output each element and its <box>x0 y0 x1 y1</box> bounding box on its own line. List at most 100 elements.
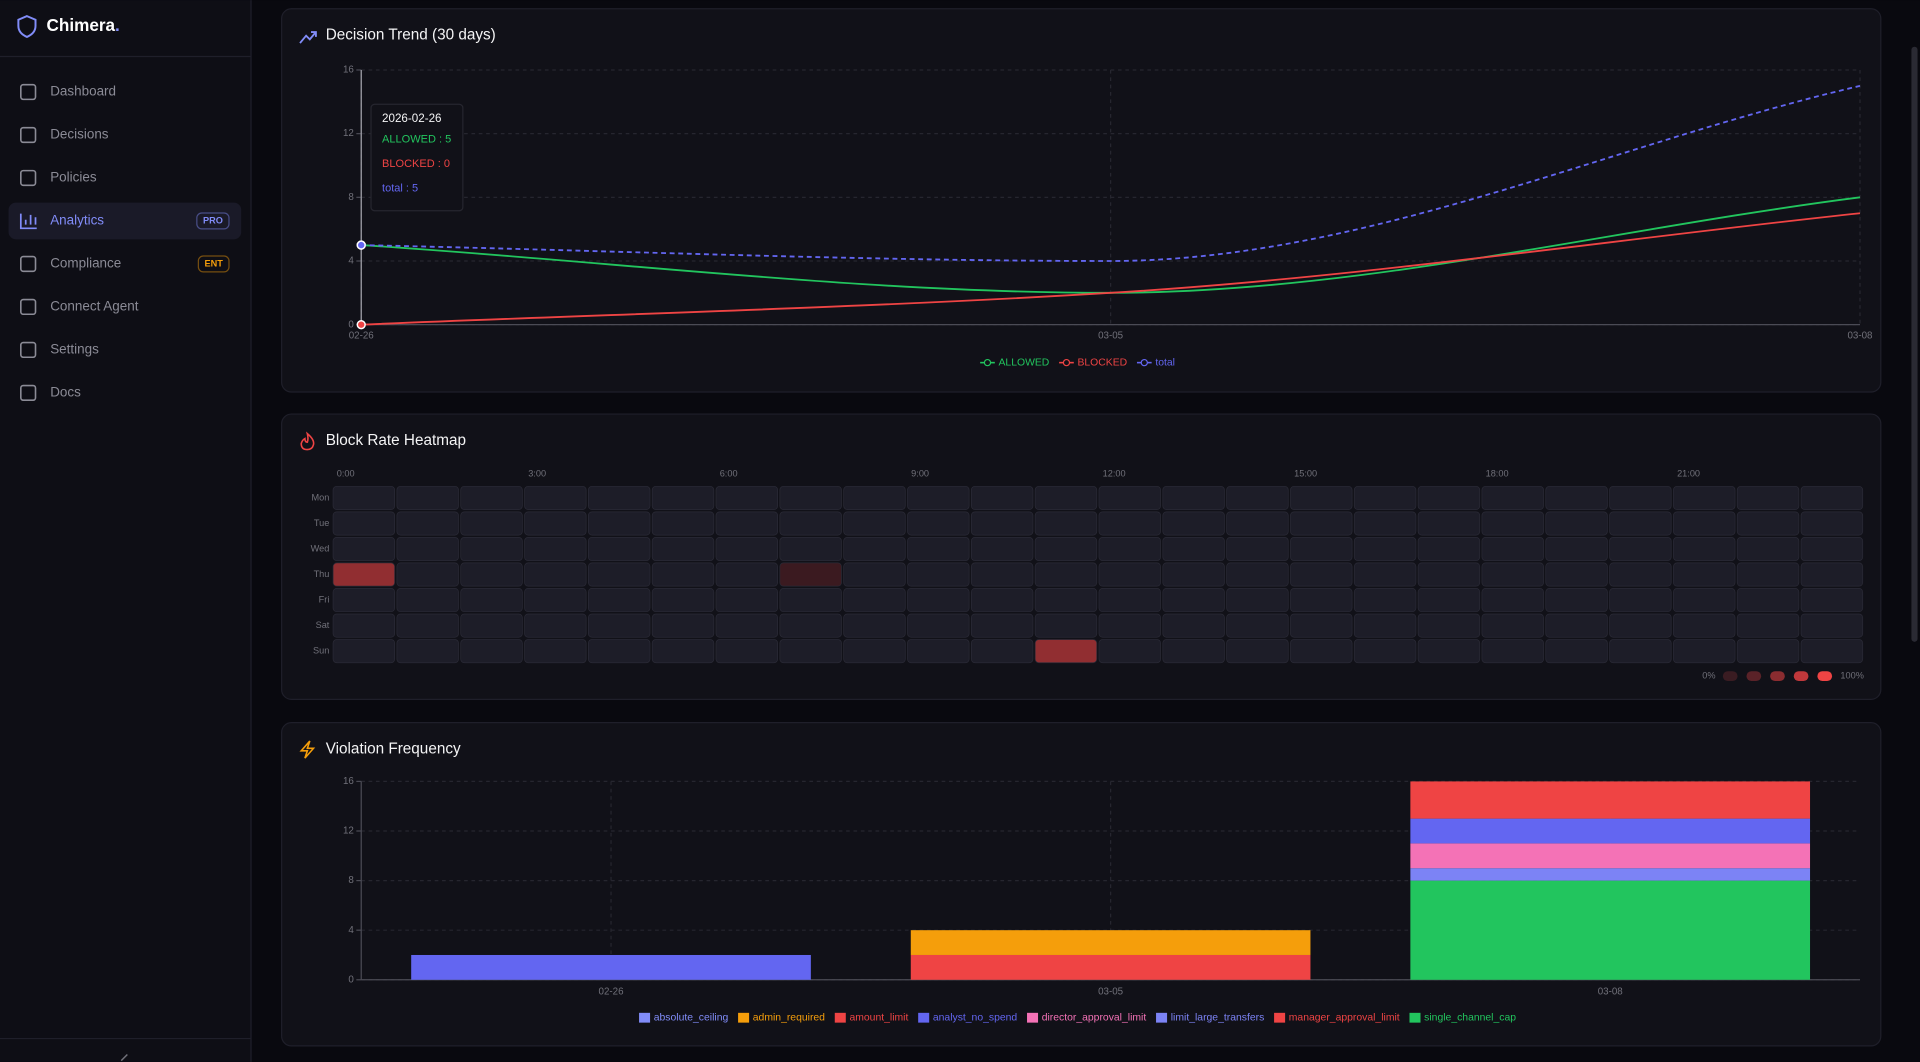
heat-cell <box>779 613 842 638</box>
y-tick-label: 16 <box>343 65 354 76</box>
nav-item[interactable]: Decisions <box>20 127 109 144</box>
heat-cell <box>460 511 523 536</box>
heat-cell <box>1353 639 1417 664</box>
heat-cell <box>1481 537 1544 562</box>
x-tick-label: 03-08 <box>1598 987 1624 998</box>
heat-cell <box>1162 485 1225 510</box>
legend-label: total <box>1155 357 1175 368</box>
bar-segment <box>910 930 1311 955</box>
heat-cell <box>1417 613 1481 638</box>
legend-marker <box>983 358 992 367</box>
heat-cell <box>1673 588 1736 613</box>
bar-segment <box>1410 843 1811 869</box>
row-label: Fri <box>319 594 330 604</box>
nav-item[interactable]: Policies <box>20 170 97 187</box>
heat-cell <box>1736 511 1800 536</box>
heat-cell <box>1800 613 1864 638</box>
y-tick-label: 8 <box>348 192 354 203</box>
heat-cell <box>779 588 842 613</box>
scale-swatch <box>1817 671 1833 681</box>
row-label: Mon <box>312 492 330 502</box>
bolt-icon <box>299 740 316 759</box>
bar-segment <box>411 954 811 980</box>
heat-cell <box>1098 511 1161 536</box>
x-tick-label: 03-05 <box>1098 987 1124 998</box>
x-tick-label: 3:00 <box>528 468 546 478</box>
heat-cell <box>524 562 587 587</box>
heat-cell <box>588 613 651 638</box>
heat-cell <box>1673 511 1736 536</box>
scale-swatch <box>1722 671 1738 681</box>
heat-cell <box>1098 485 1161 510</box>
nav-icon <box>20 298 37 316</box>
nav-item[interactable]: Compliance ENT <box>20 255 230 273</box>
heat-cell <box>1609 485 1672 510</box>
nav-item[interactable]: Settings <box>20 341 99 359</box>
scale-swatch <box>1746 671 1762 681</box>
tooltip-item: ALLOWED : 5 <box>382 134 451 146</box>
heat-cell <box>779 485 842 510</box>
active-dot <box>356 240 366 250</box>
nav-item[interactable]: Analytics PRO <box>8 202 242 240</box>
heat-cell <box>1034 613 1098 638</box>
scrollbar[interactable] <box>1911 46 1918 642</box>
scale-label: 100% <box>1840 671 1863 681</box>
x-tick-label: 21:00 <box>1677 468 1700 478</box>
heat-cell <box>1481 485 1544 510</box>
heat-cell <box>396 511 459 536</box>
nav-item[interactable]: Docs <box>20 384 81 402</box>
heat-cell <box>1034 537 1098 562</box>
heat-cell <box>779 562 842 587</box>
brand-suffix: . <box>115 14 120 34</box>
heat-cell <box>1098 537 1161 562</box>
nav-item[interactable]: Dashboard <box>20 84 116 101</box>
heat-cell <box>1226 588 1289 613</box>
nav-icon <box>20 384 37 402</box>
heat-cell <box>460 639 523 664</box>
x-tick-label: 18:00 <box>1486 468 1509 478</box>
heat-cell <box>1609 511 1672 536</box>
tooltip-box <box>370 103 464 212</box>
heat-cell <box>332 485 396 510</box>
heat-cell <box>1800 511 1864 536</box>
heat-cell <box>332 639 396 664</box>
legend-swatch <box>1409 1012 1421 1023</box>
legend-label: manager_approval_limit <box>1289 1012 1400 1023</box>
legend-label: limit_large_transfers <box>1171 1012 1265 1023</box>
nav-item[interactable]: Connect Agent <box>20 298 139 316</box>
bar-segment <box>1410 880 1811 980</box>
bar-segment <box>1410 868 1811 881</box>
heat-cell <box>1417 537 1481 562</box>
y-tick-label: 12 <box>343 128 354 139</box>
heat-cell <box>843 485 906 510</box>
heat-cell <box>715 537 779 562</box>
heat-cell <box>1545 588 1608 613</box>
heat-cell <box>1609 588 1672 613</box>
heat-cell <box>588 511 651 536</box>
heat-cell <box>524 639 587 664</box>
heat-cell <box>1736 562 1800 587</box>
row-label: Wed <box>311 543 330 553</box>
heat-cell <box>843 562 906 587</box>
heat-cell <box>524 511 587 536</box>
nav-active-bg <box>8 202 242 240</box>
legend-marker <box>1140 358 1148 367</box>
heat-cell <box>970 639 1034 664</box>
heat-cell <box>843 613 906 638</box>
heat-cell <box>907 485 970 510</box>
y-tick-label: 4 <box>348 925 354 936</box>
y-tick-label: 0 <box>348 319 354 330</box>
heat-cell <box>1162 613 1225 638</box>
heat-cell <box>588 588 651 613</box>
scale-swatch <box>1793 671 1809 681</box>
heat-cell <box>332 537 396 562</box>
heat-cell <box>907 613 970 638</box>
collapse-icon[interactable] <box>120 1053 128 1062</box>
sidebar <box>0 0 252 1062</box>
heat-cell <box>332 588 396 613</box>
heat-cell <box>1800 639 1864 664</box>
nav-label: Settings <box>50 341 99 356</box>
heat-cell <box>588 639 651 664</box>
heat-cell <box>396 537 459 562</box>
heat-cell <box>715 511 779 536</box>
